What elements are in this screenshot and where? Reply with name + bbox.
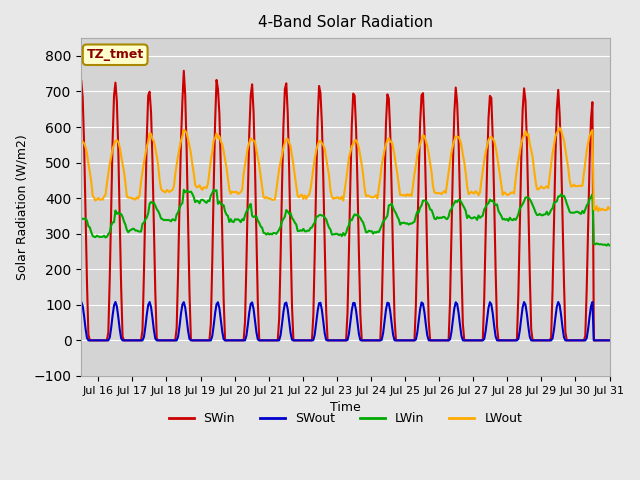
Line: SWin: SWin	[81, 71, 609, 340]
SWout	[596, 337, 604, 343]
SWin	[166, 337, 173, 343]
Title: 4-Band Solar Radiation: 4-Band Solar Radiation	[258, 15, 433, 30]
LWin	[164, 217, 172, 223]
LWout	[597, 207, 605, 213]
SWin	[180, 68, 188, 73]
SWin	[349, 91, 357, 96]
SWout	[605, 337, 613, 343]
LWout	[556, 125, 563, 131]
SWin	[605, 337, 613, 343]
SWout	[166, 337, 173, 343]
LWin	[257, 224, 264, 229]
SWout	[146, 299, 154, 305]
SWout	[257, 337, 264, 343]
SWin	[597, 337, 605, 343]
X-axis label: Time: Time	[330, 401, 361, 414]
LWout	[255, 163, 263, 168]
SWin	[468, 337, 476, 343]
LWin	[596, 241, 604, 247]
LWout	[164, 188, 172, 193]
LWout	[465, 191, 472, 197]
LWout	[346, 149, 354, 155]
LWin	[603, 243, 611, 249]
SWin	[259, 337, 266, 343]
Y-axis label: Solar Radiation (W/m2): Solar Radiation (W/m2)	[15, 134, 28, 280]
SWin	[86, 337, 93, 343]
SWin	[146, 89, 154, 95]
SWin	[77, 78, 85, 84]
Line: LWout: LWout	[81, 128, 609, 211]
SWout	[466, 337, 474, 343]
LWin	[180, 187, 188, 192]
LWin	[348, 217, 356, 223]
Legend: SWin, SWout, LWin, LWout: SWin, SWout, LWin, LWout	[163, 408, 527, 431]
SWout	[348, 308, 356, 313]
LWin	[466, 215, 474, 220]
LWout	[145, 139, 152, 145]
LWin	[605, 242, 613, 248]
SWout	[77, 299, 85, 305]
SWout	[84, 337, 92, 343]
LWout	[595, 208, 602, 214]
Text: TZ_tmet: TZ_tmet	[86, 48, 144, 61]
LWin	[145, 210, 152, 216]
Line: SWout: SWout	[81, 302, 609, 340]
Line: LWin: LWin	[81, 190, 609, 246]
LWin	[77, 216, 85, 221]
LWout	[77, 138, 85, 144]
LWout	[605, 206, 613, 212]
